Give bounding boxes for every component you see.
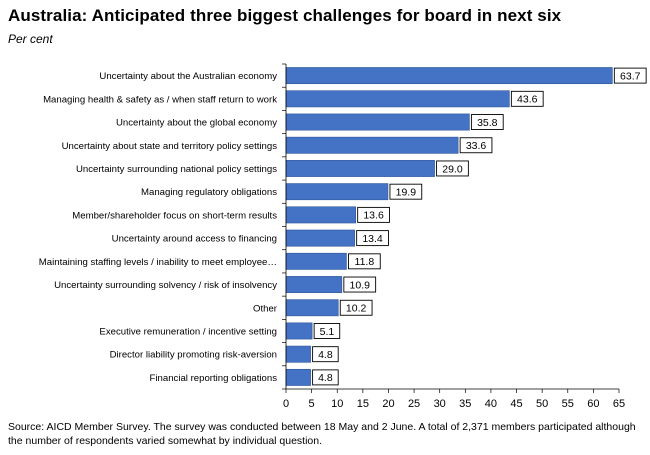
category-label: Other	[253, 303, 278, 314]
category-label: Financial reporting obligations	[150, 373, 278, 384]
bar	[285, 322, 313, 340]
category-label: Executive remuneration / incentive setti…	[99, 326, 277, 337]
source-note: Source: AICD Member Survey. The survey w…	[8, 421, 636, 447]
x-tick-label: 25	[408, 398, 420, 410]
category-label: Uncertainty surrounding national policy …	[76, 164, 277, 175]
data-label: 19.9	[396, 186, 417, 198]
bar	[285, 299, 339, 317]
data-label-box	[348, 253, 381, 270]
data-label: 4.8	[318, 372, 333, 384]
x-tick-label: 65	[613, 398, 625, 410]
bar	[285, 136, 459, 154]
bar	[285, 90, 510, 108]
data-label-box	[613, 67, 647, 84]
x-tick-label: 35	[459, 398, 471, 410]
x-tick-label: 30	[434, 398, 446, 410]
bar	[285, 368, 311, 386]
data-label-box	[459, 137, 493, 154]
data-label-box	[356, 230, 389, 247]
bar	[285, 276, 343, 293]
category-label: Uncertainty about state and territory po…	[62, 141, 278, 152]
bar	[285, 183, 389, 201]
data-label-box	[313, 323, 341, 339]
data-label-box	[436, 160, 469, 177]
data-label: 10.9	[350, 279, 371, 291]
category-label: Uncertainty surrounding solvency / risk …	[54, 280, 277, 291]
data-label: 10.2	[346, 303, 367, 315]
data-label-box	[470, 114, 504, 130]
x-tick-label: 5	[309, 398, 315, 410]
bar	[285, 345, 311, 363]
data-label-box	[312, 369, 339, 386]
chart-subtitle: Per cent	[8, 32, 53, 46]
data-label-box	[389, 183, 423, 200]
x-tick-label: 20	[382, 398, 394, 410]
x-tick-label: 40	[485, 398, 497, 410]
x-tick-label: 55	[562, 398, 574, 410]
category-label: Member/shareholder focus on short-term r…	[72, 210, 277, 221]
chart-title: Australia: Anticipated three biggest cha…	[8, 6, 562, 25]
data-label: 5.1	[320, 326, 335, 338]
x-tick-label: 10	[331, 398, 343, 410]
data-label-box	[312, 346, 339, 363]
category-label: Director liability promoting risk-aversi…	[110, 350, 277, 361]
data-label-box	[510, 90, 544, 107]
data-label: 63.7	[620, 70, 641, 82]
data-label-box	[343, 276, 377, 293]
x-tick-label: 0	[283, 398, 289, 410]
bar	[285, 252, 347, 270]
data-label: 13.4	[362, 233, 383, 245]
category-label: Uncertainty about the global economy	[116, 118, 277, 129]
x-tick-label: 15	[357, 398, 369, 410]
category-label: Managing health & safety as / when staff…	[43, 94, 277, 105]
category-label: Managing regulatory obligations	[141, 187, 277, 198]
category-label: Maintaining staffing levels / inability …	[39, 257, 277, 268]
data-label: 11.8	[355, 256, 375, 268]
data-label: 4.8	[318, 349, 333, 361]
x-tick-label: 60	[587, 398, 599, 410]
category-label: Uncertainty around access to financing	[112, 234, 277, 245]
data-label: 35.8	[477, 117, 498, 129]
bar	[285, 67, 613, 85]
data-label: 43.6	[517, 94, 538, 106]
data-label: 13.6	[363, 210, 384, 222]
category-label: Uncertainty about the Australian economy	[99, 71, 277, 82]
data-label: 29.0	[442, 163, 463, 175]
data-label-box	[339, 299, 373, 316]
bar	[285, 160, 435, 177]
data-label-box	[357, 206, 390, 223]
data-label: 33.6	[466, 140, 487, 152]
bar	[285, 206, 356, 224]
bar	[285, 229, 355, 247]
x-tick-label: 50	[536, 398, 548, 410]
x-tick-label: 45	[510, 398, 522, 410]
bar	[285, 113, 470, 131]
